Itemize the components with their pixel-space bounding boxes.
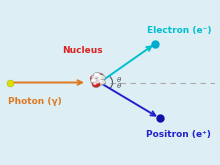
Circle shape (93, 72, 101, 79)
Circle shape (95, 80, 103, 86)
Circle shape (95, 74, 97, 76)
Text: Positron (e⁺): Positron (e⁺) (146, 130, 211, 139)
Circle shape (93, 80, 96, 82)
Text: Photon (γ): Photon (γ) (8, 98, 62, 106)
Circle shape (100, 80, 102, 82)
Circle shape (91, 79, 100, 85)
Text: Nucleus: Nucleus (62, 46, 103, 55)
Text: $\theta$: $\theta$ (116, 75, 122, 84)
Circle shape (97, 74, 99, 76)
Circle shape (95, 73, 104, 80)
Circle shape (98, 79, 106, 85)
Circle shape (92, 76, 95, 78)
Circle shape (99, 76, 101, 78)
Text: $\theta$: $\theta$ (116, 81, 122, 90)
Circle shape (96, 77, 104, 83)
Circle shape (91, 78, 98, 84)
Circle shape (90, 75, 99, 82)
Circle shape (92, 81, 100, 87)
Circle shape (94, 83, 96, 84)
Circle shape (98, 75, 105, 81)
Circle shape (96, 81, 99, 83)
Circle shape (92, 79, 94, 81)
Text: Electron (e⁻): Electron (e⁻) (147, 26, 211, 35)
Circle shape (98, 78, 100, 80)
